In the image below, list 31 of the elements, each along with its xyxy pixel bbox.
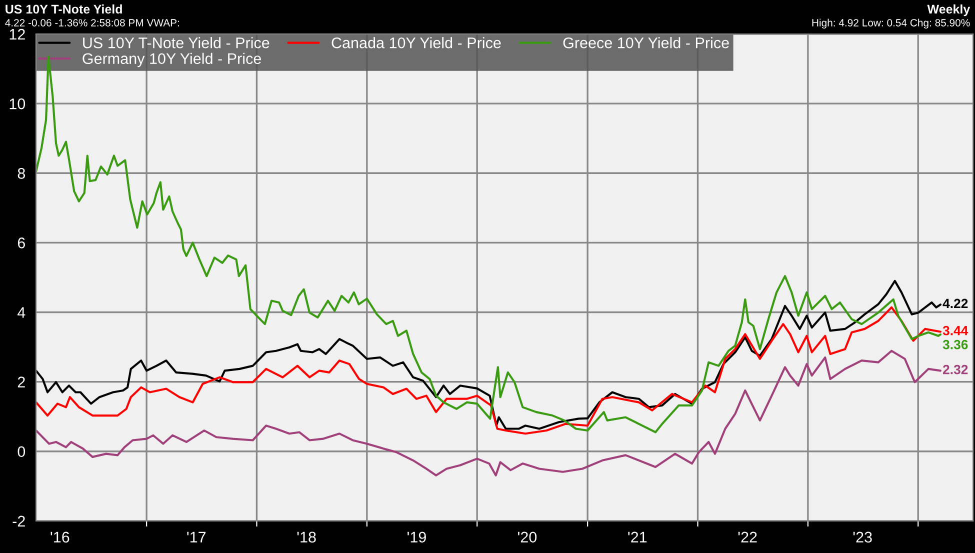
chart-subtitle: 4.22 -0.06 -1.36% 2:58:08 PM VWAP: [5,19,179,26]
data-label: 3.44 [942,326,968,336]
legend-label: Greece 10Y Yield - Price [563,37,729,48]
y-tick-label: -2 [12,516,25,526]
data-label: 3.36 [942,340,968,350]
y-tick-label: 10 [10,98,26,110]
line-series [36,280,942,430]
legend-label: US 10Y T-Note Yield - Price [83,37,270,48]
y-tick-label: 2 [18,376,25,388]
y-tick-label: 6 [18,238,25,248]
x-tick-label: '21 [628,532,647,542]
y-tick-label: 4 [18,307,26,318]
y-tick-label: 12 [10,28,25,40]
x-tick-label: '19 [408,532,426,543]
x-tick-label: '18 [297,532,316,543]
x-tick-label: '20 [518,532,537,543]
x-tick-label: '16 [50,532,70,543]
line-series [36,350,942,476]
line-series [36,306,942,435]
y-tick-label: 0 [18,446,26,458]
chart-title: US 10Y T-Note Yield [6,4,122,14]
x-tick-label: '23 [853,532,872,543]
y-tick-label: 8 [18,168,25,179]
text: Weekly [927,4,970,16]
x-tick-label: '17 [187,532,206,542]
text: High: 4.92 Low: 0.54 Chg: 85.90% [812,18,970,29]
data-label: 2.32 [942,364,968,374]
data-label: 4.22 [942,298,968,308]
legend-label: Germany 10Y Yield - Price [82,52,261,68]
legend-label: Canada 10Y Yield - Price [332,37,501,48]
x-tick-label: '22 [738,532,757,542]
